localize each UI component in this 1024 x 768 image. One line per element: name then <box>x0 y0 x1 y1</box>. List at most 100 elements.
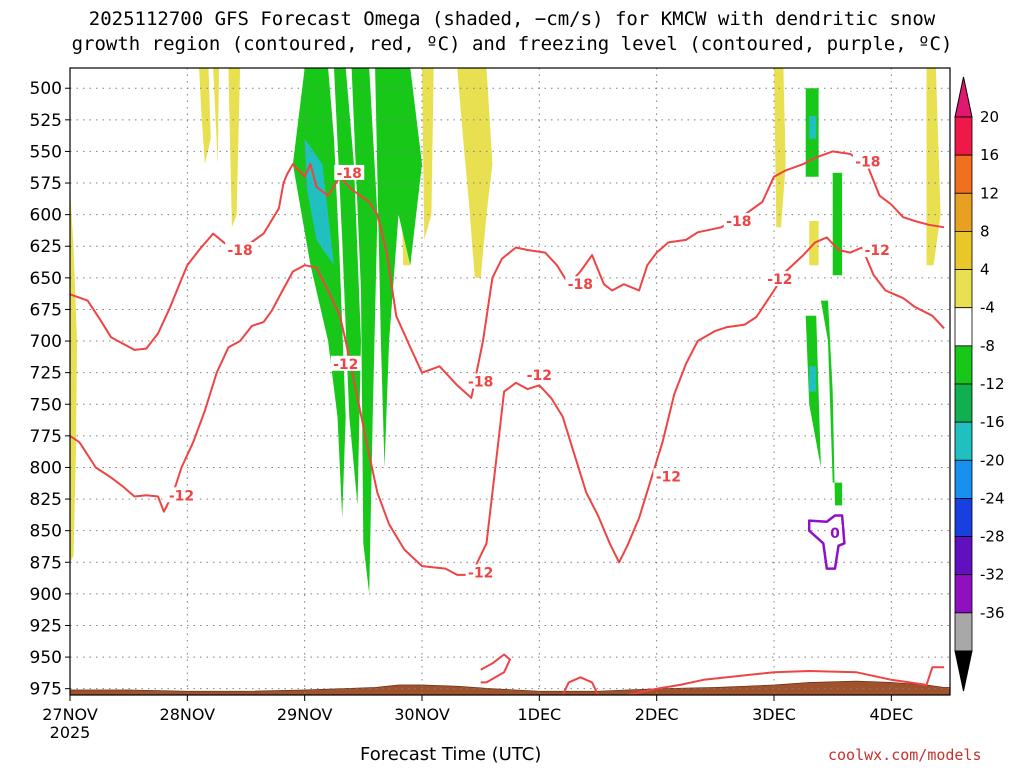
dgz-contour-3 <box>480 653 511 684</box>
omega-shade-20 <box>809 366 817 392</box>
y-tick-label-950: 950 <box>30 648 62 668</box>
x-tick-label-3DEC: 3DEC <box>752 705 796 724</box>
omega-shade-6 <box>457 68 493 278</box>
contour-label-1: -18 <box>227 243 252 259</box>
colorbar-swatch-9 <box>954 459 973 499</box>
x-tick-label-4DEC: 4DEC <box>869 705 913 724</box>
y-tick-label-600: 600 <box>30 206 62 226</box>
colorbar-label-6: -8 <box>980 337 995 355</box>
colorbar-label-0: 20 <box>980 108 999 126</box>
contour-label-bg-8 <box>166 487 197 503</box>
y-tick-label-675: 675 <box>30 300 62 320</box>
credit-watermark: coolwx.com/models <box>828 746 982 764</box>
contour-label-bg-4 <box>723 212 754 228</box>
contour-label-bg-2 <box>465 373 496 389</box>
chart-title-line-2: growth region (contoured, red, ºC) and f… <box>71 33 953 55</box>
x-tick-sublabel-27NOV: 2025 <box>50 723 91 742</box>
y-tick-label-650: 650 <box>30 269 62 289</box>
contour-label-12: -12 <box>865 243 890 259</box>
colorbar-swatch-4 <box>954 269 973 309</box>
y-tick-label-825: 825 <box>30 490 62 510</box>
y-tick-label-625: 625 <box>30 237 62 257</box>
omega-shade-3 <box>228 68 241 228</box>
chart-title-line-1: 2025112700 GFS Forecast Omega (shaded, −… <box>88 8 936 30</box>
colorbar-swatch-0 <box>954 116 973 156</box>
contour-label-bg-6 <box>330 355 361 371</box>
contour-label-bg-12 <box>862 242 893 258</box>
contour-label-10: -12 <box>656 469 681 485</box>
y-tick-label-550: 550 <box>30 142 62 162</box>
x-axis-label: Forecast Time (UTC) <box>360 744 542 765</box>
omega-shade-10 <box>292 68 346 518</box>
y-tick-label-975: 975 <box>30 680 62 700</box>
contour-label-bg-11 <box>764 271 795 287</box>
plot-background <box>70 68 950 695</box>
y-tick-label-900: 900 <box>30 585 62 605</box>
contour-label-7: -12 <box>527 368 552 384</box>
colorbar-top-arrow <box>954 76 973 118</box>
omega-shade-16 <box>820 300 843 506</box>
contour-label-9: -12 <box>468 565 493 581</box>
y-tick-label-750: 750 <box>30 395 62 415</box>
y-tick-label-700: 700 <box>30 332 62 352</box>
contour-label-bg-3 <box>565 276 596 292</box>
dgz-contour-1 <box>70 232 230 351</box>
contour-label-bg-5 <box>852 153 883 169</box>
omega-shade-0 <box>70 189 77 563</box>
omega-shade-9 <box>926 68 941 266</box>
colorbar-swatch-2 <box>954 192 973 232</box>
colorbar-label-11: -28 <box>980 528 1005 546</box>
contour-label-11: -12 <box>767 272 792 288</box>
contour-label-bg-0 <box>334 164 365 180</box>
freezing-level-contour <box>807 514 846 570</box>
colorbar-swatch-8 <box>954 421 973 461</box>
contour-label-0: -18 <box>337 166 362 182</box>
colorbar-label-10: -24 <box>980 489 1005 507</box>
omega-shade-5 <box>422 68 434 240</box>
contour-label-4: -18 <box>726 214 751 230</box>
colorbar-label-12: -32 <box>980 566 1005 584</box>
dgz-contour-4 <box>561 676 599 695</box>
colorbar-label-1: 16 <box>980 146 999 164</box>
y-tick-label-725: 725 <box>30 364 62 384</box>
x-tick-label-2DEC: 2DEC <box>635 705 679 724</box>
dgz-contour-0 <box>228 150 945 399</box>
x-tick-label-29NOV: 29NOV <box>277 705 333 724</box>
colorbar-swatch-11 <box>954 536 973 576</box>
contour-label-bg-9 <box>465 564 496 580</box>
contour-label-6: -12 <box>333 357 358 373</box>
y-tick-label-925: 925 <box>30 616 62 636</box>
y-tick-label-850: 850 <box>30 522 62 542</box>
omega-shade-2 <box>213 68 219 165</box>
colorbar-swatch-10 <box>954 498 973 537</box>
colorbar-bottom-arrow <box>954 650 973 692</box>
colorbar-label-3: 8 <box>980 222 990 240</box>
y-tick-label-875: 875 <box>30 553 62 573</box>
colorbar-label-7: -12 <box>980 375 1005 393</box>
contour-label-bg-7 <box>524 367 555 383</box>
colorbar-swatch-1 <box>954 154 973 194</box>
colorbar-swatch-13 <box>954 612 973 652</box>
x-tick-label-27NOV: 27NOV <box>42 705 98 724</box>
y-tick-label-800: 800 <box>30 458 62 478</box>
omega-shade-15 <box>832 172 843 276</box>
colorbar-swatch-3 <box>954 231 973 270</box>
contour-label-bg-10 <box>653 468 684 484</box>
colorbar-swatch-6 <box>954 345 973 385</box>
x-tick-label-30NOV: 30NOV <box>394 705 450 724</box>
contour-label-5: -18 <box>855 155 880 171</box>
omega-shade-17 <box>805 315 821 468</box>
omega-shade-7 <box>774 68 786 228</box>
y-tick-label-775: 775 <box>30 427 62 447</box>
colorbar-label-9: -20 <box>980 451 1005 469</box>
contour-label-2: -18 <box>468 375 493 391</box>
contour-label-bg-13 <box>828 525 843 541</box>
omega-shade-1 <box>199 68 211 165</box>
colorbar-swatch-7 <box>954 383 973 423</box>
contour-label-bg-1 <box>225 242 256 258</box>
colorbar-swatch-5 <box>954 307 973 347</box>
contour-label-8: -12 <box>169 488 194 504</box>
plot-frame <box>69 67 951 696</box>
